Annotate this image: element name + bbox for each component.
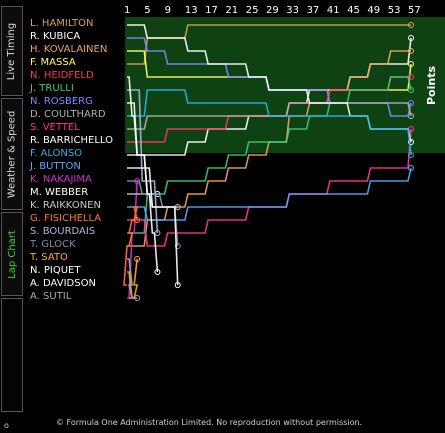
driver-name: K. NAKAJIMA bbox=[30, 174, 92, 185]
lap-number: 13 bbox=[184, 5, 198, 16]
tab-lap-chart[interactable]: Lap Chart bbox=[1, 212, 23, 296]
driver-end-marker bbox=[408, 87, 414, 93]
driver-name: L. HAMILTON bbox=[30, 18, 94, 29]
driver-name: F. ALONSO bbox=[30, 148, 83, 159]
driver-position-line bbox=[127, 76, 159, 273]
driver-end-marker bbox=[154, 269, 161, 275]
driver-end-marker bbox=[174, 243, 181, 249]
driver-name: G. FISICHELLA bbox=[30, 213, 102, 224]
driver-end-marker bbox=[134, 256, 141, 262]
lap-number: 17 bbox=[205, 5, 218, 16]
driver-position-line bbox=[127, 167, 412, 221]
lap-number: 57 bbox=[408, 5, 421, 16]
driver-name: M. WEBBER bbox=[30, 187, 89, 198]
driver-end-marker bbox=[408, 22, 414, 28]
tab-weather-speed[interactable]: Weather & Speed bbox=[1, 98, 23, 210]
driver-position-line bbox=[127, 89, 159, 234]
driver-position-line bbox=[127, 89, 412, 156]
driver-name: D. COULTHARD bbox=[30, 109, 106, 120]
driver-name: J. BUTTON bbox=[30, 161, 81, 172]
lap-number: 33 bbox=[286, 5, 300, 16]
driver-name: A. DAVIDSON bbox=[30, 278, 96, 289]
driver-end-marker bbox=[408, 61, 414, 67]
corner-marker: o bbox=[4, 421, 9, 430]
driver-name: N. PIQUET bbox=[30, 265, 81, 276]
lap-number: 21 bbox=[225, 5, 239, 16]
driver-end-marker bbox=[134, 217, 141, 223]
driver-name: A. SUTIL bbox=[30, 291, 72, 302]
driver-end-marker bbox=[408, 139, 414, 145]
driver-position-line bbox=[123, 206, 139, 286]
driver-name: S. BOURDAIS bbox=[30, 226, 96, 237]
lap-number: 49 bbox=[367, 5, 381, 16]
driver-end-marker bbox=[174, 282, 181, 288]
driver-end-marker bbox=[408, 152, 414, 158]
driver-end-marker bbox=[408, 165, 414, 171]
sidebar: Live Timing Weather & Speed Lap Chart o bbox=[0, 0, 25, 433]
tab-live-timing[interactable]: Live Timing bbox=[1, 6, 23, 96]
driver-name: F. MASSA bbox=[30, 57, 76, 68]
points-tab[interactable]: Points bbox=[419, 17, 445, 153]
driver-name: N. ROSBERG bbox=[30, 96, 93, 107]
lap-number: 45 bbox=[347, 5, 360, 16]
lap-number: 29 bbox=[266, 5, 279, 16]
driver-name: K. RAIKKONEN bbox=[30, 200, 101, 211]
driver-name: R. BARRICHELLO bbox=[30, 135, 113, 146]
driver-name: R. KUBICA bbox=[30, 31, 81, 42]
driver-name: H. KOVALAINEN bbox=[30, 44, 108, 55]
tab-empty bbox=[1, 298, 23, 412]
lap-number: 5 bbox=[144, 5, 151, 16]
driver-name: T. GLOCK bbox=[30, 239, 76, 250]
lap-number: 9 bbox=[164, 5, 171, 16]
copyright-notice: © Formula One Administration Limited. No… bbox=[56, 418, 363, 427]
driver-name: N. HEIDFELD bbox=[30, 70, 94, 81]
points-zone bbox=[125, 17, 419, 153]
position-lines bbox=[123, 22, 414, 301]
driver-end-marker bbox=[408, 113, 414, 119]
driver-name: S. VETTEL bbox=[30, 122, 80, 133]
driver-position-line bbox=[127, 76, 412, 234]
lap-number: 37 bbox=[306, 5, 320, 16]
lap-number: 1 bbox=[124, 5, 131, 16]
driver-position-line bbox=[127, 167, 179, 286]
lap-number: 41 bbox=[326, 5, 340, 16]
driver-end-marker bbox=[134, 295, 141, 301]
driver-end-marker bbox=[408, 48, 414, 54]
lap-number: 25 bbox=[245, 5, 259, 16]
driver-end-marker bbox=[408, 35, 414, 41]
driver-name: T. SATO bbox=[30, 252, 68, 263]
points-zone-band bbox=[125, 17, 419, 153]
driver-name: J. TRULLI bbox=[30, 83, 74, 94]
lap-number: 53 bbox=[387, 5, 401, 16]
